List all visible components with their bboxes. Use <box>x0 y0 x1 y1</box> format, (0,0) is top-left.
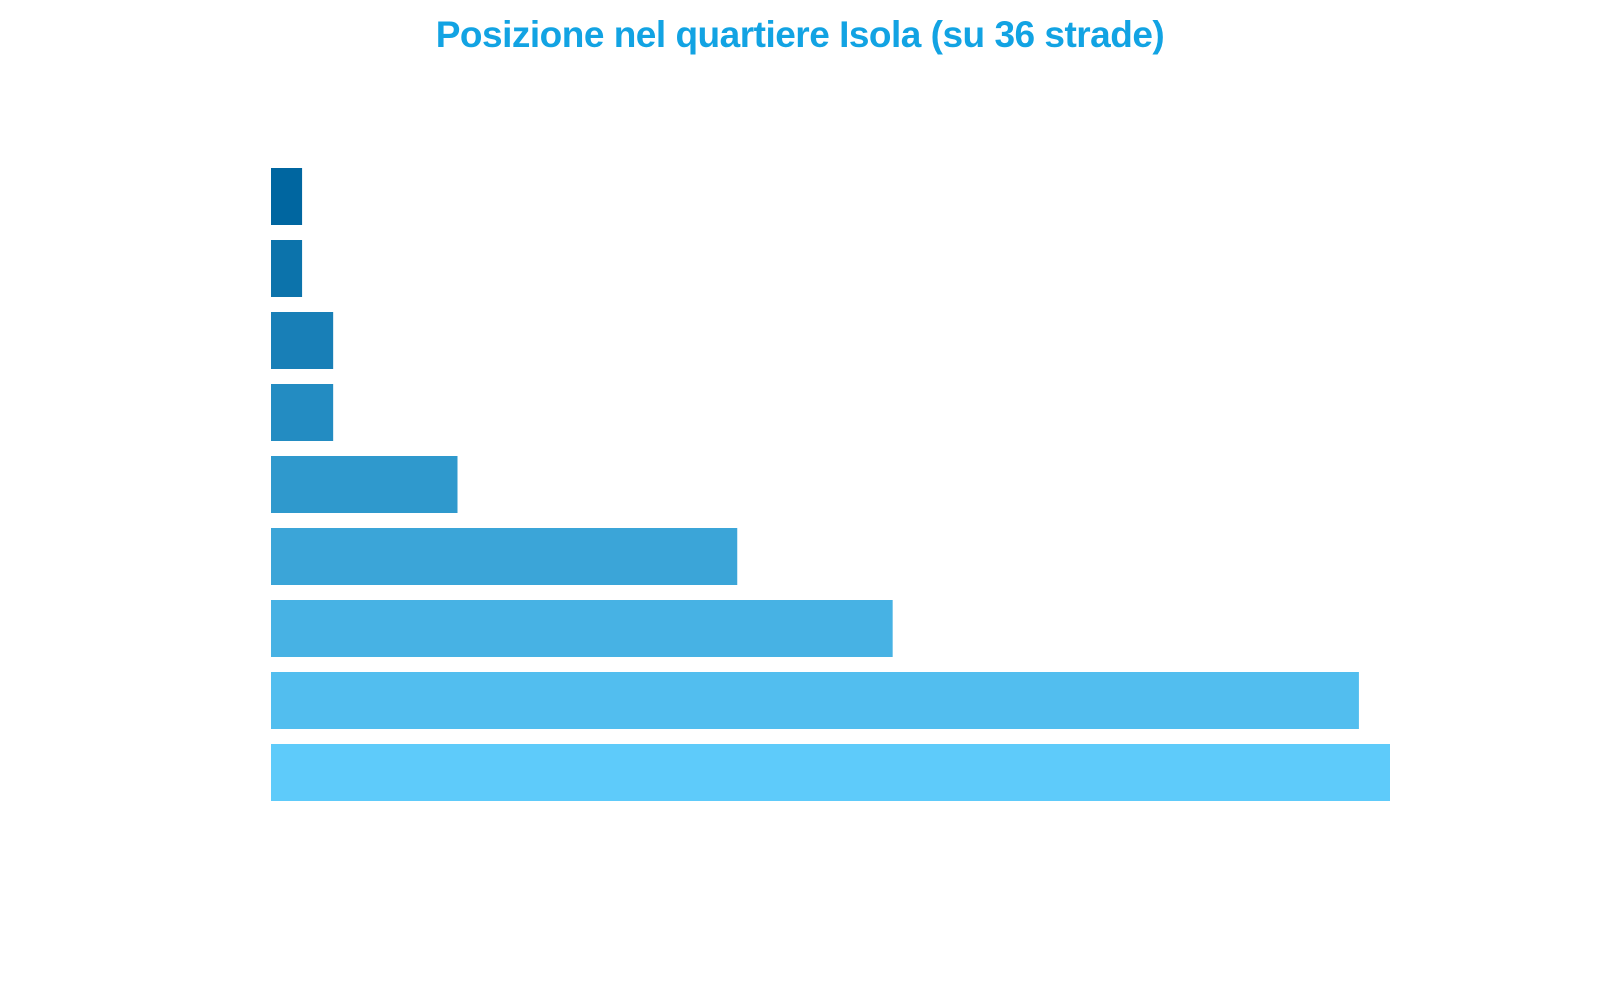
bar-group <box>271 168 1390 801</box>
bar-9 <box>271 744 1390 801</box>
bar-2 <box>271 240 303 297</box>
bar-5 <box>271 456 458 513</box>
bar-6 <box>271 528 738 585</box>
bar-3 <box>271 312 334 369</box>
bar-8 <box>271 672 1359 729</box>
bar-4 <box>271 384 334 441</box>
bar-1 <box>271 168 303 225</box>
chart-title: Posizione nel quartiere Isola (su 36 str… <box>435 14 1165 55</box>
bar-7 <box>271 600 893 657</box>
